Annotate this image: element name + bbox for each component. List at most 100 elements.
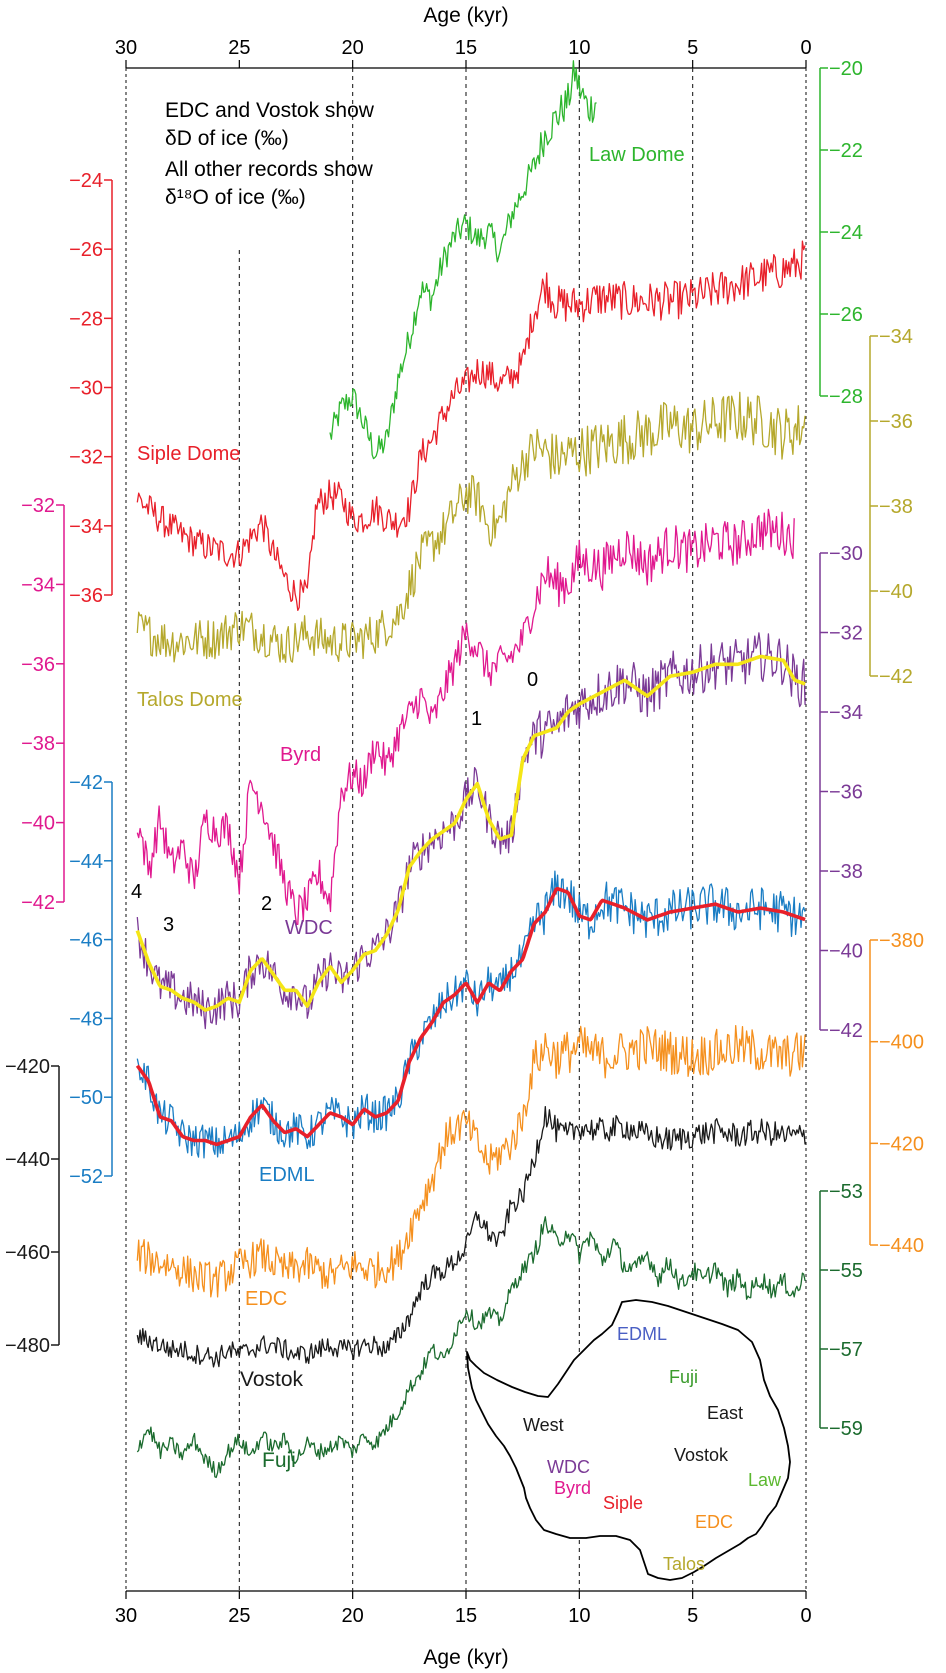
axis-tick-label-byrd: −34 [21, 574, 55, 596]
axis-tick-label-byrd: −32 [21, 495, 55, 517]
top-tick-label: 0 [800, 37, 811, 59]
bottom-tick-label: 20 [342, 1605, 364, 1627]
axis-tick-label-edml: −44 [69, 851, 103, 873]
series-line-siple [136, 240, 806, 612]
note-line-3: All other records show [165, 158, 374, 181]
map-label-wdc: WDC [547, 1457, 590, 1477]
axis-tick-label-edc: −380 [879, 930, 924, 952]
bottom-tick-label: 5 [687, 1605, 698, 1627]
series-label-talos-dome: Talos Dome [137, 689, 243, 711]
axis-tick-label-edc: −400 [879, 1032, 924, 1054]
map-label-siple: Siple [603, 1493, 643, 1513]
series-edml [135, 870, 806, 1159]
series-wdc [135, 632, 806, 1030]
series-line-wdc [136, 632, 806, 1030]
axis-tick-label-fuji: −59 [829, 1418, 863, 1440]
event-annotations: 4 3 2 1 0 [131, 669, 538, 936]
series-law [329, 60, 597, 460]
series-mean-edml [135, 886, 806, 1147]
axis-tick-label-wdc: −42 [829, 1020, 863, 1042]
axis-tick-label-wdc: −34 [829, 702, 863, 724]
bottom-tick-label: 10 [568, 1605, 590, 1627]
map-label-byrd: Byrd [554, 1478, 591, 1498]
axis-tick-label-wdc: −40 [829, 941, 863, 963]
axis-tick-label-siple: −32 [69, 447, 103, 469]
series-siple [136, 240, 806, 612]
event-label-1: 1 [471, 708, 482, 730]
map-label-edc: EDC [695, 1512, 733, 1532]
map-label-vostok: Vostok [674, 1445, 729, 1465]
axis-tick-label-edc: −440 [879, 1235, 924, 1257]
side-axes-layer: −20−22−24−26−28−24−26−28−30−32−34−36−34−… [5, 58, 924, 1440]
axis-edc: −380 −400 −420 −440 [869, 930, 924, 1257]
map-label-edml: EDML [617, 1324, 667, 1344]
event-label-0: 0 [527, 669, 538, 691]
series-label-byrd: Byrd [280, 744, 321, 766]
axis-tick-label-byrd: −36 [21, 654, 55, 676]
map-label-law: Law [748, 1470, 782, 1490]
series-line-fuji [136, 1216, 806, 1479]
axis-tick-label-talos: −34 [879, 326, 913, 348]
note-line-4: δ¹⁸O of ice (‰) [165, 186, 306, 209]
series-line-edml [136, 870, 806, 1159]
bottom-tick-label: 15 [455, 1605, 477, 1627]
axis-tick-label-vostok: −460 [5, 1242, 50, 1264]
series-label-vostok: Vostok [240, 1368, 304, 1391]
axis-tick-label-edml: −46 [69, 930, 103, 952]
axis-tick-label-byrd: −40 [21, 813, 55, 835]
series-line-edc [136, 1024, 806, 1298]
axis-tick-label-fuji: −57 [829, 1339, 863, 1361]
series-label-law-dome: Law Dome [589, 144, 685, 166]
antarctica-outline [466, 1299, 791, 1581]
top-tick-label: 5 [687, 37, 698, 59]
axis-tick-label-fuji: −53 [829, 1181, 863, 1203]
series-vostok [136, 1105, 806, 1368]
event-label-2: 2 [261, 893, 272, 915]
axis-edml: −42 −44 −46 −48 −50 −52 [69, 772, 113, 1188]
axis-byrd: −32 −34 −36 −38 −40 −42 [21, 495, 65, 914]
axis-tick-label-law: −20 [829, 58, 863, 80]
series-label-edc: EDC [245, 1288, 287, 1310]
map-label-fuji: Fuji [669, 1367, 698, 1387]
axis-tick-label-edml: −42 [69, 772, 103, 794]
axis-tick-label-talos: −40 [879, 581, 913, 603]
series-edc [136, 1024, 806, 1298]
axis-tick-label-byrd: −38 [21, 733, 55, 755]
axis-fuji: −53 −55 −57 −59 [819, 1181, 863, 1440]
axis-tick-label-law: −24 [829, 222, 863, 244]
series-labels: Law Dome Siple Dome Talos Dome Byrd WDC … [137, 144, 685, 1472]
series-line-vostok [136, 1105, 806, 1368]
antarctica-map-inset: EDML Fuji East West Vostok WDC Byrd Sipl… [466, 1299, 791, 1581]
axis-tick-label-siple: −36 [69, 585, 103, 607]
axis-tick-label-talos: −36 [879, 411, 913, 433]
axis-tick-label-law: −26 [829, 304, 863, 326]
bottom-tick-group: 30 25 20 15 10 5 0 [115, 1591, 812, 1627]
series-fuji [136, 1216, 806, 1479]
axis-wdc: −30 −32 −34 −36 −38 −40 −42 [819, 543, 863, 1042]
axis-tick-label-vostok: −480 [5, 1335, 50, 1357]
axis-tick-label-wdc: −32 [829, 623, 863, 645]
axis-tick-label-vostok: −440 [5, 1149, 50, 1171]
note-line-1: EDC and Vostok show [165, 99, 375, 122]
axis-tick-label-law: −28 [829, 386, 863, 408]
axis-tick-label-vostok: −420 [5, 1056, 50, 1078]
axis-tick-label-edml: −52 [69, 1166, 103, 1188]
series-byrd [136, 508, 795, 926]
top-tick-label: 30 [115, 37, 137, 59]
series-mean-wdc [135, 654, 806, 1012]
bottom-tick-label: 0 [800, 1605, 811, 1627]
series-line-byrd [136, 508, 795, 926]
axis-tick-label-siple: −24 [69, 170, 103, 192]
axis-law: −20 −22 −24 −26 −28 [819, 58, 863, 408]
series-talos [136, 391, 806, 663]
axis-vostok: −420 −440 −460 −480 [5, 1056, 60, 1357]
top-tick-label: 25 [228, 37, 250, 59]
note-line-2: δD of ice (‰) [165, 127, 289, 150]
vertical-gridlines [125, 68, 807, 1591]
axis-tick-label-talos: −42 [879, 666, 913, 688]
top-x-axis: Age (kyr) 30 25 20 15 10 5 0 [115, 4, 812, 69]
series-label-edml: EDML [259, 1164, 315, 1186]
bottom-axis-title: Age (kyr) [423, 1646, 508, 1669]
bottom-x-axis: Age (kyr) 30 25 20 15 10 5 0 [115, 1590, 812, 1669]
